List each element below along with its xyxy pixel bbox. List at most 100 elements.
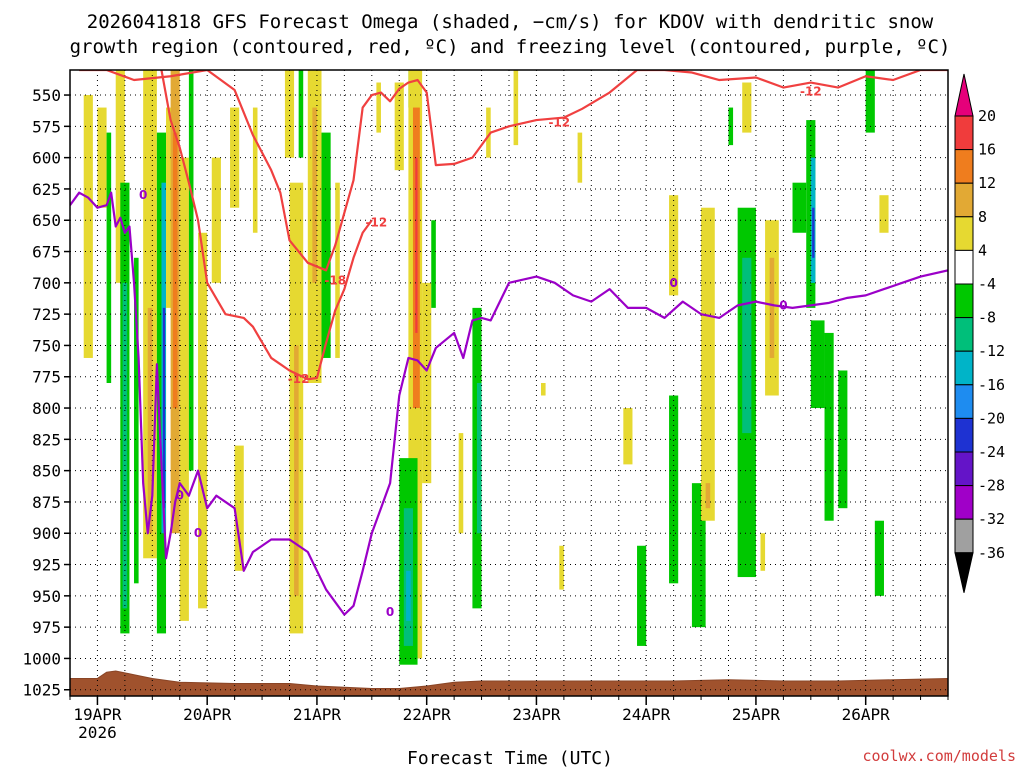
colorbar-bin <box>954 115 974 151</box>
x-tick-label: 22APR <box>403 705 452 724</box>
omega-cell <box>431 220 436 308</box>
omega-cell <box>458 433 464 534</box>
contour-label: 0 <box>194 526 202 540</box>
omega-shading <box>83 70 889 665</box>
omega-cell <box>415 157 418 333</box>
x-tick-label: 25APR <box>732 705 781 724</box>
omega-cell <box>284 70 295 158</box>
y-tick-label: 675 <box>32 243 61 262</box>
y-tick-label: 550 <box>32 86 61 105</box>
contour-label: 0 <box>176 489 184 503</box>
omega-cell <box>394 82 404 171</box>
colorbar-tick-label: 12 <box>978 174 996 192</box>
omega-cell <box>824 332 834 521</box>
colorbar-bin <box>954 485 974 520</box>
omega-cell <box>879 195 889 233</box>
colorbar-tick-label: -12 <box>978 342 1005 360</box>
omega-cell <box>83 95 93 358</box>
colorbar-bin <box>954 350 974 386</box>
omega-cell <box>810 320 825 409</box>
colorbar-bin <box>954 317 974 352</box>
y-tick-label: 975 <box>32 618 61 637</box>
y-tick-label: 625 <box>32 180 61 199</box>
x-axis-label: Forecast Time (UTC) <box>407 748 613 768</box>
omega-cell <box>865 70 875 133</box>
colorbar-bottom-arrow <box>954 552 974 593</box>
omega-cell <box>252 107 258 233</box>
colorbar-tick-label: -8 <box>978 309 996 327</box>
y-tick-label: 900 <box>32 524 61 543</box>
colorbar-tick-label: -24 <box>978 443 1005 461</box>
colorbar: 20 16 12 8 4 -4 -8 -12 -16 -20 -24 -28 -32 -36 <box>954 73 1005 593</box>
colorbar-bin <box>954 283 974 319</box>
colorbar-tick-label: -16 <box>978 376 1005 394</box>
y-tick-label: 650 <box>32 211 61 230</box>
colorbar-bin <box>954 417 974 453</box>
y-tick-label: 575 <box>32 117 61 136</box>
omega-cell <box>476 383 482 534</box>
omega-cell <box>234 445 244 571</box>
colorbar-tick-label: 20 <box>978 107 996 125</box>
x-tick-sublabel: 2026 <box>78 723 117 742</box>
contours <box>70 70 948 616</box>
x-tick-label: 21APR <box>293 705 342 724</box>
colorbar-tick-label: 8 <box>978 208 987 226</box>
omega-cell <box>623 408 633 465</box>
omega-cell <box>577 132 583 183</box>
omega-cell <box>541 383 546 396</box>
colorbar-tick-label: 4 <box>978 241 987 259</box>
y-tick-label: 600 <box>32 149 61 168</box>
colorbar-bin <box>954 384 974 419</box>
x-tick-label: 23APR <box>512 705 561 724</box>
y-tick-label: 825 <box>32 430 61 449</box>
x-tick-label: 19APR <box>73 705 122 724</box>
chart-title-line2: growth region (contoured, red, ºC) and f… <box>70 36 951 58</box>
y-tick-label: 775 <box>32 368 61 387</box>
contour-label: -18 <box>324 273 346 287</box>
y-tick-label: 850 <box>32 462 61 481</box>
omega-cell <box>760 533 766 571</box>
credit-text: coolwx.com/models <box>862 747 1016 765</box>
omega-cell <box>812 207 815 258</box>
plot-area: -12 -12 -12 -18 -12 0 0 0 0 0 0 <box>69 69 949 697</box>
omega-cell <box>406 570 411 621</box>
omega-cell <box>106 132 112 383</box>
omega-cell <box>179 157 189 621</box>
y-tick-label: 1000 <box>22 649 61 668</box>
omega-cell <box>705 483 711 509</box>
omega-cell <box>162 307 166 509</box>
colorbar-bin <box>954 451 974 487</box>
y-axis: 550 575 600 625 650 675 700 725 750 775 800 825 850 8… <box>22 86 70 700</box>
omega-cell <box>838 370 848 509</box>
omega-cell <box>198 232 208 609</box>
contour-labels: -12 -12 -12 -18 -12 0 0 0 0 0 0 <box>139 84 822 619</box>
colorbar-bin <box>954 149 974 184</box>
omega-cell <box>134 257 139 584</box>
omega-cell <box>559 545 564 590</box>
omega-cell <box>166 107 173 308</box>
y-tick-label: 875 <box>32 493 61 512</box>
colorbar-tick-label: 16 <box>978 141 996 159</box>
y-tick-label: 800 <box>32 399 61 418</box>
omega-cell <box>376 82 381 133</box>
contour-label: -12 <box>548 116 570 130</box>
omega-cell <box>211 157 221 283</box>
omega-cell <box>472 307 482 609</box>
surface-terrain <box>70 670 948 696</box>
y-tick-label: 725 <box>32 305 61 324</box>
omega-cell <box>147 307 153 534</box>
x-tick-label: 24APR <box>622 705 671 724</box>
dgz-red-inner-contour <box>160 70 373 381</box>
omega-cell <box>298 70 304 158</box>
omega-cell <box>321 132 331 358</box>
omega-cell <box>172 132 178 409</box>
dgz-red-main-contour <box>79 70 948 272</box>
omega-cell <box>669 395 679 584</box>
contour-label: -12 <box>366 216 388 230</box>
contour-label: -12 <box>800 84 822 98</box>
colorbar-tick-label: -4 <box>978 275 996 293</box>
omega-cell <box>335 182 340 358</box>
omega-cell <box>188 70 194 471</box>
